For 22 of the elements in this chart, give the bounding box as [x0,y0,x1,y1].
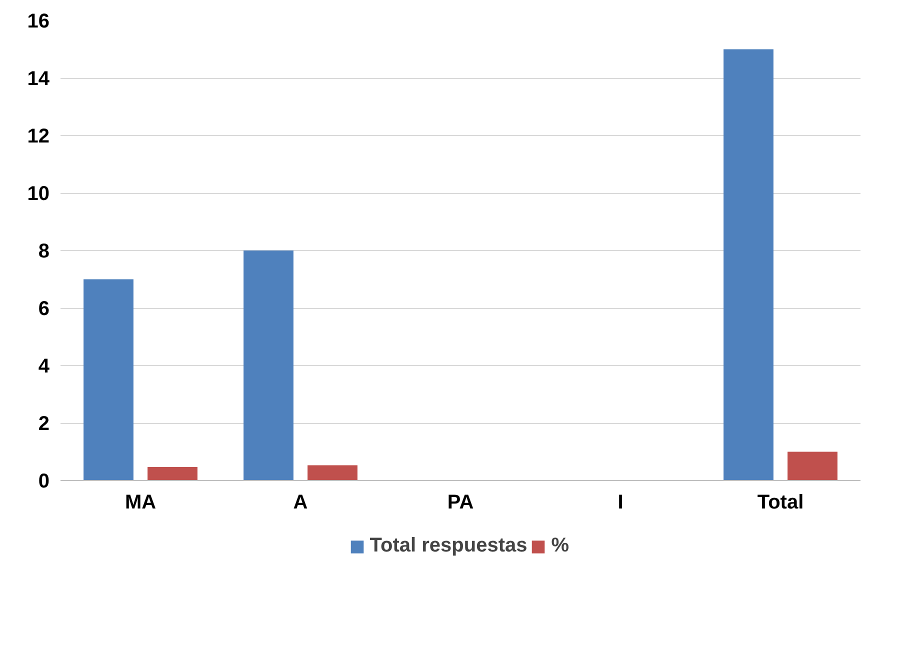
x-tick-label: I [618,492,624,514]
y-tick-label: 4 [38,356,50,378]
x-tick-label: PA [447,492,474,514]
y-tick-label: 2 [38,413,50,435]
y-tick-label: 14 [27,68,50,90]
x-tick-label: Total [757,492,804,514]
y-tick-label: 0 [38,470,50,492]
legend-label: Total respuestas [370,534,528,558]
legend-label: % [551,534,570,558]
bar [84,279,134,480]
bar [244,250,294,480]
y-tick-label: 6 [38,298,50,320]
bar [308,465,358,480]
x-tick-label: A [293,492,308,514]
bar [148,466,198,480]
y-tick-label: 12 [27,126,50,148]
bar [788,452,838,480]
bar [724,49,774,480]
y-tick-label: 8 [38,240,50,262]
y-tick-label: 16 [27,10,50,32]
x-tick-label: MA [124,492,156,514]
y-tick-label: 10 [27,183,50,205]
